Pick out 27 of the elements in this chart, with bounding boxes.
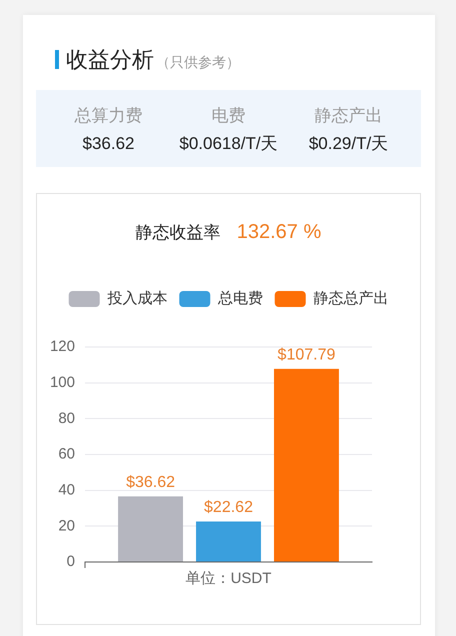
bar — [118, 496, 184, 562]
bar — [274, 368, 339, 562]
y-tick-label: 0 — [66, 553, 75, 570]
bar — [196, 521, 261, 562]
chart-title: 收益分析 — [66, 46, 154, 74]
y-tick-label: 20 — [58, 517, 75, 534]
text: 总算力费 — [74, 105, 144, 127]
text: 电费 — [210, 105, 246, 127]
data-label: $22.62 — [204, 498, 254, 516]
legend-label: 静态总产出 — [313, 290, 388, 308]
y-tick-label: 60 — [58, 446, 75, 463]
chart-subtitle: （只供参考） — [156, 54, 240, 72]
y-tick-label: 80 — [58, 410, 75, 427]
y-tick-label: 40 — [58, 481, 75, 498]
legend-label: 总电费 — [216, 290, 263, 308]
x-axis-title: 单位：USDT — [186, 570, 272, 588]
text: 静态产出 — [314, 105, 384, 127]
data-label: $36.62 — [126, 474, 176, 491]
y-tick-label: 100 — [50, 374, 75, 391]
text: 静态收益率 — [136, 222, 221, 244]
legend-label: 投入成本 — [106, 290, 168, 308]
text: $0.29/T/天 — [308, 133, 390, 155]
y-tick-label: 120 — [50, 338, 75, 356]
text: 132.67 % — [236, 220, 322, 244]
text: $36.62 — [82, 133, 136, 155]
text: $0.0618/T/天 — [178, 133, 279, 155]
data-label: $107.79 — [278, 346, 336, 364]
